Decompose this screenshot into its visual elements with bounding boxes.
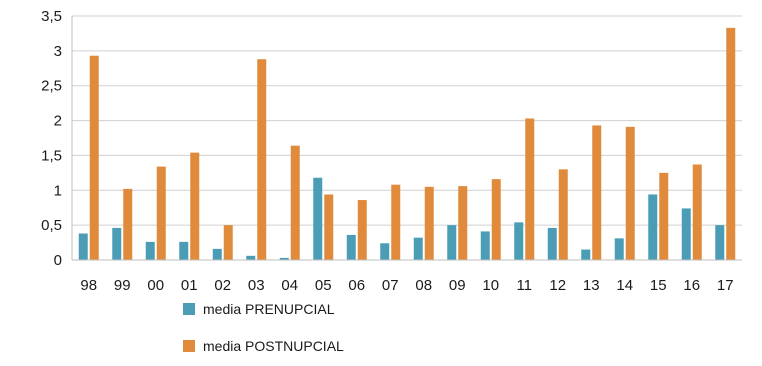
- y-tick-label: 0,5: [41, 217, 62, 234]
- bar-prenupcial: [614, 238, 624, 260]
- bar-postnupcial: [558, 169, 568, 260]
- legend: media PRENUPCIAL media POSTNUPCIAL: [183, 300, 344, 355]
- bar-postnupcial: [625, 126, 635, 261]
- bar-postnupcial: [659, 172, 669, 260]
- bars: [78, 27, 736, 261]
- x-tick-label: 07: [382, 277, 399, 294]
- bar-prenupcial: [715, 225, 725, 260]
- legend-swatch-prenupcial: [183, 303, 195, 315]
- bar-prenupcial: [246, 255, 256, 260]
- x-tick-label: 17: [717, 277, 734, 294]
- x-tick-label: 06: [348, 277, 365, 294]
- bar-prenupcial: [648, 194, 658, 260]
- bar-postnupcial: [424, 186, 434, 260]
- bar-postnupcial: [692, 164, 702, 260]
- y-tick-label: 1: [54, 182, 62, 199]
- bar-prenupcial: [681, 208, 691, 260]
- bar-prenupcial: [413, 237, 423, 260]
- legend-item-prenupcial: media PRENUPCIAL: [183, 300, 344, 318]
- x-tick-label: 99: [114, 277, 131, 294]
- x-tick-label: 04: [281, 277, 298, 294]
- bar-postnupcial: [257, 59, 267, 261]
- x-tick-label: 11: [516, 277, 532, 294]
- bar-prenupcial: [112, 227, 122, 260]
- x-tick-label: 13: [583, 277, 600, 294]
- y-axis: 0 0,5 1 1,5 2 2,5 3 3,5: [41, 8, 73, 269]
- x-tick-label: 08: [415, 277, 432, 294]
- bar-postnupcial: [223, 225, 233, 260]
- bar-postnupcial: [525, 118, 535, 260]
- x-tick-label: 02: [214, 277, 231, 294]
- bar-postnupcial: [491, 179, 501, 260]
- bar-prenupcial: [547, 227, 557, 260]
- bar-prenupcial: [212, 248, 222, 260]
- y-tick-label: 1,5: [41, 147, 62, 164]
- bar-postnupcial: [726, 27, 736, 261]
- bar-postnupcial: [357, 200, 367, 260]
- legend-item-postnupcial: media POSTNUPCIAL: [183, 337, 344, 355]
- y-tick-label: 3,5: [41, 8, 62, 25]
- x-tick-label: 00: [147, 277, 164, 294]
- x-tick-label: 98: [80, 277, 97, 294]
- x-tick-label: 09: [449, 277, 466, 294]
- y-tick-label: 2,5: [41, 78, 62, 95]
- x-tick-label: 10: [482, 277, 499, 294]
- x-tick-label: 15: [650, 277, 667, 294]
- bar-prenupcial: [179, 241, 189, 260]
- bar-postnupcial: [89, 55, 99, 260]
- bar-postnupcial: [458, 186, 468, 260]
- bar-prenupcial: [145, 241, 155, 260]
- x-tick-label: 14: [616, 277, 633, 294]
- bar-prenupcial: [514, 222, 524, 260]
- y-tick-label: 0: [54, 252, 62, 269]
- gridlines: [72, 15, 742, 226]
- y-tick-label: 3: [54, 43, 62, 60]
- bar-postnupcial: [592, 125, 602, 260]
- y-tick-label: 2: [54, 113, 62, 130]
- bar-prenupcial: [380, 243, 390, 260]
- bar-prenupcial: [78, 233, 88, 260]
- legend-label-prenupcial: media PRENUPCIAL: [203, 301, 335, 317]
- x-axis: 98 99 00 01 02 03 04 05 06 07 08 09 10 11 12 13 14 15 16 17: [72, 259, 742, 294]
- bar-postnupcial: [324, 194, 334, 260]
- bar-prenupcial: [279, 257, 289, 260]
- bar-postnupcial: [391, 184, 401, 260]
- bar-prenupcial: [581, 249, 591, 260]
- bar-prenupcial: [447, 225, 457, 260]
- x-tick-label: 03: [248, 277, 265, 294]
- bar-prenupcial: [480, 231, 490, 260]
- x-tick-label: 12: [549, 277, 566, 294]
- legend-label-postnupcial: media POSTNUPCIAL: [203, 338, 344, 354]
- x-tick-label: 16: [683, 277, 700, 294]
- x-tick-label: 01: [181, 277, 198, 294]
- bar-postnupcial: [290, 145, 300, 260]
- bar-postnupcial: [190, 152, 200, 260]
- x-tick-label: 05: [315, 277, 332, 294]
- bar-prenupcial: [313, 177, 323, 260]
- bar-prenupcial: [346, 234, 356, 260]
- bar-postnupcial: [156, 166, 166, 260]
- bar-postnupcial: [123, 188, 133, 260]
- legend-swatch-postnupcial: [183, 340, 195, 352]
